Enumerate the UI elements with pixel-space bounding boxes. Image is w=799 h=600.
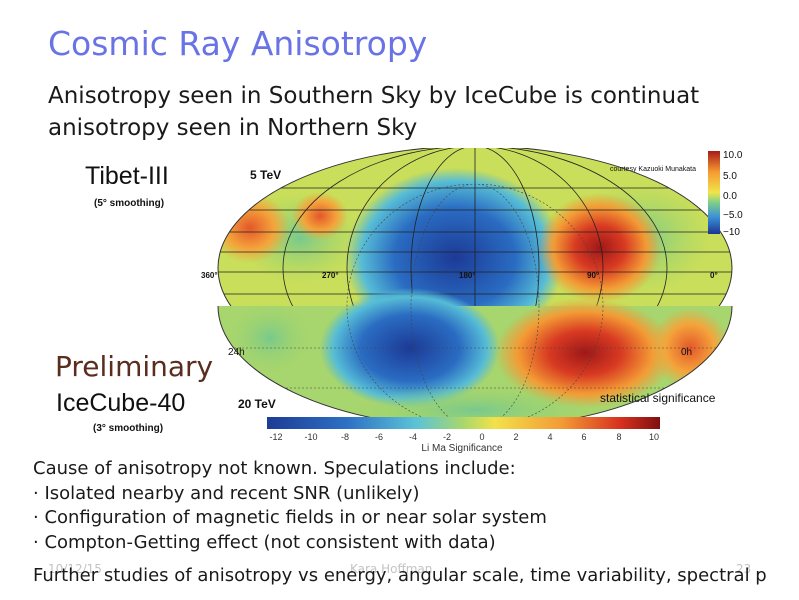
significance-color-scale [267,417,660,429]
significance-tick-11: 10 [649,432,659,442]
significance-tick-5: -2 [443,432,451,442]
significance-tick-9: 6 [581,432,586,442]
significance-tick-10: 8 [616,432,621,442]
significance-tick-4: -4 [409,432,417,442]
hour-label-0h: 0h [681,347,692,358]
icecube-skymap [218,288,732,428]
significance-axis-title: Li Ma Significance [421,443,503,454]
tibet-scale-tick-4: −10 [723,227,740,238]
subtitle-line-1: Anisotropy seen in Southern Sky by IceCu… [48,83,700,109]
bullet-list: Cause of anisotropy not known. Speculati… [33,457,547,555]
skymap-figure: Tibet-III (5° smoothing) 5 TeV courtesy … [0,148,799,458]
significance-tick-6: 0 [479,432,484,442]
subtitle-line-2: anisotropy seen in Northern Sky [48,115,418,141]
significance-label: statistical significance [600,391,716,405]
tibet-smoothing: (5° smoothing) [94,198,164,209]
tibet-color-scale [708,151,720,234]
footer-note: Further studies of anisotropy vs energy,… [33,565,767,586]
bullet-item: · Compton-Getting effect (not consistent… [33,531,496,553]
tibet-energy: 5 TeV [250,168,281,182]
significance-tick-0: -12 [269,432,282,442]
tibet-scale-tick-2: 0.0 [723,191,737,202]
tibet-scale-tick-1: 5.0 [723,171,737,182]
hour-label-24h: 24h [228,347,245,358]
significance-tick-2: -8 [341,432,349,442]
footer-author: Kara Hoffman [350,562,433,576]
footer-page-number: 23 [736,562,752,576]
tibet-scale-tick-0: 10.0 [723,150,743,161]
slide-title: Cosmic Ray Anisotropy [48,24,428,63]
bullet-item: · Configuration of magnetic fields in or… [33,507,547,528]
courtesy-credit: courtesy Kazuoki Munakata [610,166,696,173]
preliminary-label: Preliminary [55,350,213,383]
tibet-scale-tick-3: −5.0 [723,210,743,221]
ra-label-90: 90° [587,271,599,280]
significance-tick-8: 4 [547,432,552,442]
slide-subtitle: Anisotropy seen in Southern Sky by IceCu… [48,80,699,144]
ra-label-270: 270° [322,271,339,280]
significance-tick-3: -6 [375,432,383,442]
tibet-label: Tibet-III [85,162,169,190]
footer-date: 10/12/15 [48,562,102,576]
ra-label-0: 0° [710,271,718,280]
icecube-smoothing: (3° smoothing) [93,423,163,434]
bullet-intro: Cause of anisotropy not known. Speculati… [33,458,516,479]
ra-label-360: 360° [201,271,218,280]
icecube-energy: 20 TeV [238,397,276,411]
significance-tick-1: -10 [304,432,317,442]
icecube-label: IceCube-40 [56,389,185,417]
bullet-item: · Isolated nearby and recent SNR (unlike… [33,482,420,504]
ra-label-180: 180° [459,271,476,280]
significance-tick-7: 2 [513,432,518,442]
